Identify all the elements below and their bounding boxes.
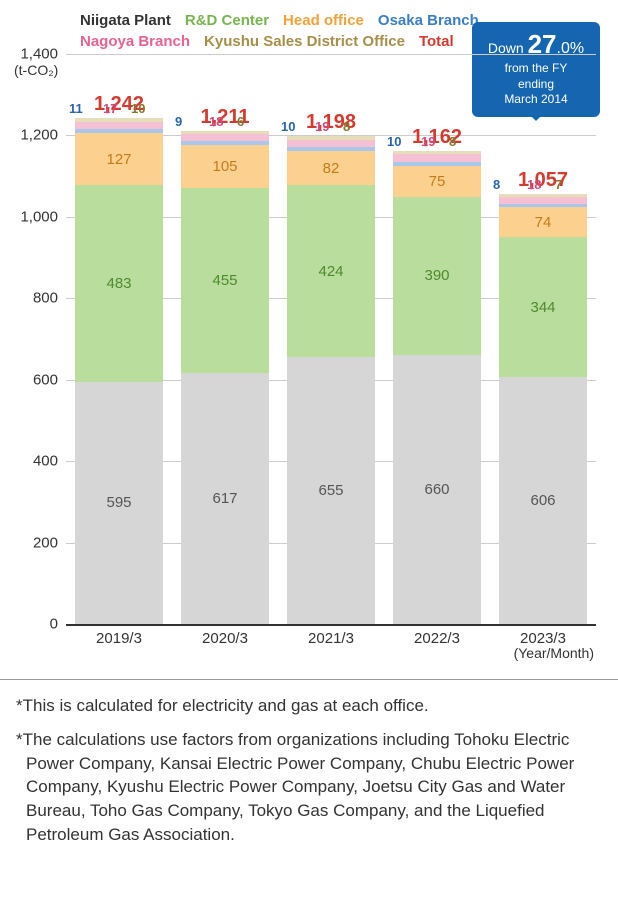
seg-label-kyushu: 7 — [555, 177, 562, 192]
ytick: 1,400 — [20, 46, 58, 63]
xtick: 2019/3 — [75, 630, 163, 647]
seg-rnd: 424 — [287, 185, 375, 358]
seg-head: 127 — [75, 133, 163, 185]
seg-label-head: 75 — [429, 173, 446, 190]
seg-label-rnd: 424 — [318, 263, 343, 280]
footnote: *This is calculated for electricity and … — [16, 694, 602, 718]
seg-label-niigata: 617 — [212, 490, 237, 507]
legend-item: Niigata Plant — [80, 10, 171, 31]
legend-item: R&D Center — [185, 10, 269, 31]
seg-osaka — [75, 129, 163, 133]
xtick: 2020/3 — [181, 630, 269, 647]
legend-item: Kyushu Sales District Office — [204, 31, 405, 52]
seg-niigata: 617 — [181, 373, 269, 624]
xtick: 2021/3 — [287, 630, 375, 647]
bar-2023/3: 1,057818760634474 — [499, 169, 587, 624]
seg-label-head: 82 — [323, 160, 340, 177]
seg-rnd: 455 — [181, 188, 269, 373]
seg-label-kyushu: 8 — [449, 134, 456, 149]
ytick: 800 — [33, 290, 58, 307]
seg-nagoya — [287, 140, 375, 148]
seg-label-niigata: 606 — [530, 492, 555, 509]
seg-nagoya — [75, 122, 163, 129]
footnote: *The calculations use factors from organ… — [16, 728, 602, 847]
bar-2022/3: 1,1621019866039075 — [393, 126, 481, 624]
seg-label-kyushu: 6 — [237, 114, 244, 129]
seg-nagoya — [499, 197, 587, 204]
seg-kyushu — [393, 151, 481, 154]
xaxis-caption: (Year/Month) — [10, 645, 594, 661]
seg-niigata: 660 — [393, 355, 481, 624]
seg-rnd: 483 — [75, 185, 163, 382]
seg-nagoya — [181, 134, 269, 141]
seg-label-osaka: 10 — [281, 119, 295, 134]
seg-label-rnd: 483 — [106, 275, 131, 292]
seg-label-osaka: 11 — [69, 101, 83, 116]
seg-rnd: 390 — [393, 197, 481, 356]
seg-label-nagoya: 17 — [103, 101, 117, 116]
yaxis-unit: (t-CO₂) — [14, 62, 58, 78]
seg-kyushu — [181, 131, 269, 133]
seg-kyushu — [499, 194, 587, 197]
legend-item: Head office — [283, 10, 364, 31]
seg-label-niigata: 660 — [424, 481, 449, 498]
co2-chart: Niigata Plant R&D Center Head office Osaka … — [0, 0, 618, 661]
seg-osaka — [499, 204, 587, 207]
seg-label-osaka: 10 — [387, 134, 401, 149]
bar-2020/3: 1,2119186617455105 — [181, 106, 269, 624]
footnotes: *This is calculated for electricity and … — [0, 679, 618, 877]
bar-2021/3: 1,1981019865542482 — [287, 111, 375, 624]
seg-label-rnd: 344 — [530, 299, 555, 316]
legend-item: Nagoya Branch — [80, 31, 190, 52]
seg-osaka — [287, 147, 375, 151]
ytick: 400 — [33, 453, 58, 470]
seg-label-kyushu: 10 — [131, 101, 145, 116]
xtick: 2022/3 — [393, 630, 481, 647]
ytick: 0 — [50, 616, 58, 633]
seg-label-nagoya: 19 — [315, 119, 329, 134]
seg-label-rnd: 455 — [212, 272, 237, 289]
seg-label-osaka: 8 — [493, 177, 500, 192]
seg-osaka — [393, 162, 481, 166]
seg-label-niigata: 595 — [106, 494, 131, 511]
seg-label-head: 127 — [106, 151, 131, 168]
seg-rnd: 344 — [499, 237, 587, 377]
seg-kyushu — [75, 118, 163, 122]
plot-area: Down 27.0% from the FY ending March 2014… — [66, 54, 596, 624]
seg-label-head: 105 — [212, 158, 237, 175]
seg-head: 82 — [287, 151, 375, 184]
seg-label-head: 74 — [535, 214, 552, 231]
seg-label-nagoya: 18 — [527, 177, 541, 192]
seg-niigata: 655 — [287, 357, 375, 624]
seg-label-nagoya: 19 — [421, 134, 435, 149]
seg-head: 75 — [393, 166, 481, 197]
ytick: 600 — [33, 371, 58, 388]
seg-osaka — [181, 141, 269, 145]
ytick: 1,200 — [20, 127, 58, 144]
seg-nagoya — [393, 154, 481, 162]
seg-niigata: 595 — [75, 382, 163, 624]
ytick: 200 — [33, 534, 58, 551]
legend-item: Total — [419, 31, 454, 52]
seg-label-niigata: 655 — [318, 482, 343, 499]
seg-label-nagoya: 18 — [209, 114, 223, 129]
ytick: 1,000 — [20, 208, 58, 225]
seg-label-rnd: 390 — [424, 267, 449, 284]
seg-niigata: 606 — [499, 377, 587, 624]
seg-head: 74 — [499, 207, 587, 237]
bar-2019/3: 1,242111710595483127 — [75, 93, 163, 624]
seg-kyushu — [287, 136, 375, 139]
seg-label-osaka: 9 — [175, 114, 182, 129]
legend-item: Osaka Branch — [378, 10, 479, 31]
seg-label-kyushu: 8 — [343, 119, 350, 134]
seg-head: 105 — [181, 145, 269, 188]
